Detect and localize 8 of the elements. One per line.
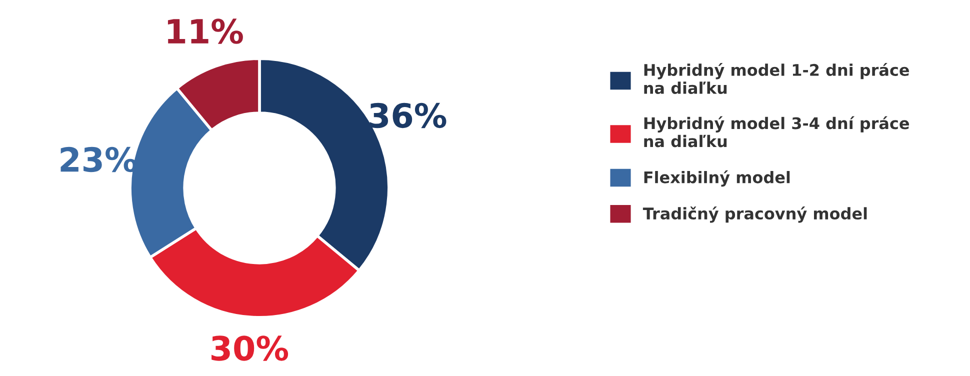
data-label: 30%: [212, 336, 288, 361]
data-label: 23%: [60, 146, 137, 172]
legend-label: Tradičný pracovný model: [642, 206, 867, 223]
legend-label: Flexibilný model: [644, 170, 790, 187]
legend-label: Hybridný model 1-2 dni práce na diaľku: [644, 63, 909, 94]
data-label: 11%: [168, 18, 243, 44]
legend-label: Hybridný model 3-4 dní práce na diaľku: [644, 116, 909, 148]
data-label: 36%: [370, 102, 446, 128]
